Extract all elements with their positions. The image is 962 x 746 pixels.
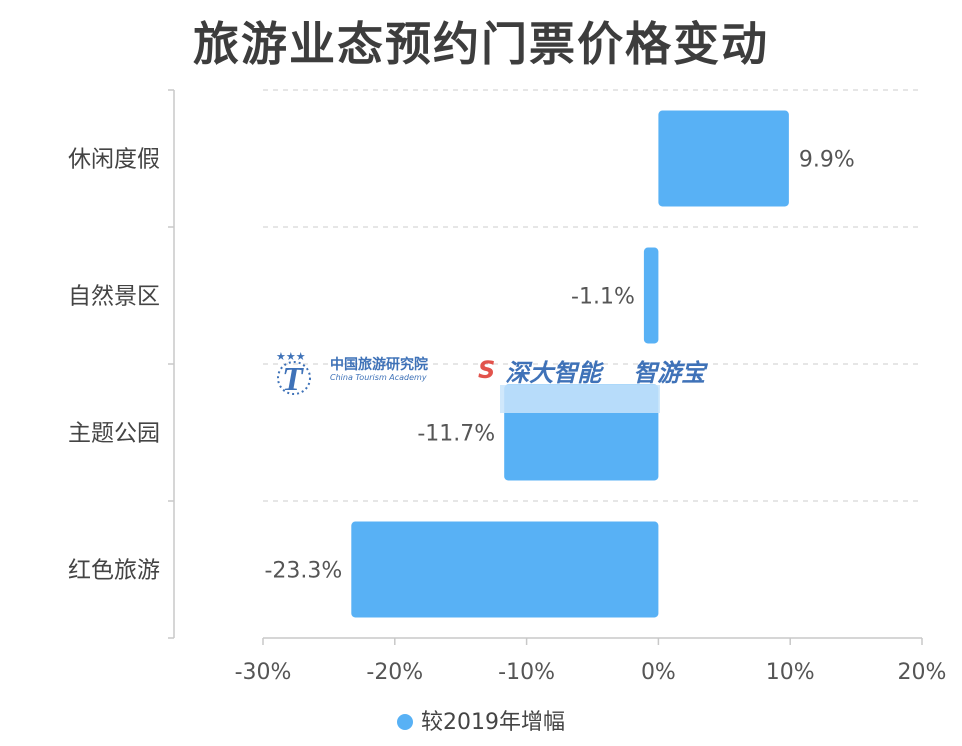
x-tick-label: -20%	[366, 660, 423, 685]
watermark-org-cn: 中国旅游研究院	[330, 357, 428, 373]
data-label: -23.3%	[264, 559, 342, 584]
x-tick-label: 20%	[898, 660, 947, 685]
watermark-brand2: 智游宝	[633, 358, 706, 387]
category-label: 红色旅游	[68, 558, 160, 584]
bar	[643, 247, 659, 344]
data-label: -1.1%	[571, 285, 635, 310]
watermark: T ★★★ 中国旅游研究院 China Tourism Academy S 深大…	[268, 344, 706, 398]
data-label: -11.7%	[417, 422, 495, 447]
bar-chart: -30% -20% -10% 0% 10% 20% 休闲度假 9.9% 自然景区 -1.1% 主题公…	[68, 89, 947, 685]
watermark-band	[500, 385, 660, 413]
cta-logo-icon: T ★★★	[268, 348, 320, 398]
watermark-brand1: 深大智能	[505, 358, 602, 387]
x-tick-label: 0%	[641, 660, 676, 685]
watermark-org-en: China Tourism Academy	[330, 373, 427, 382]
sd-logo-icon: S	[478, 356, 496, 384]
legend-swatch	[397, 714, 413, 730]
bar	[351, 521, 659, 618]
bar	[658, 110, 789, 207]
x-tick-label: 10%	[766, 660, 815, 685]
svg-text:★★★: ★★★	[276, 350, 306, 363]
chart-title: 旅游业态预约门票价格变动	[193, 17, 769, 71]
category-label: 休闲度假	[68, 147, 160, 173]
legend-label: 较2019年增幅	[421, 710, 565, 735]
category-label: 自然景区	[68, 284, 160, 310]
category-label: 主题公园	[68, 421, 160, 447]
data-label: 9.9%	[799, 148, 855, 173]
x-tick-label: -10%	[498, 660, 555, 685]
x-tick-label: -30%	[235, 660, 292, 685]
legend: 较2019年增幅	[0, 704, 962, 736]
svg-text:T: T	[282, 361, 304, 396]
